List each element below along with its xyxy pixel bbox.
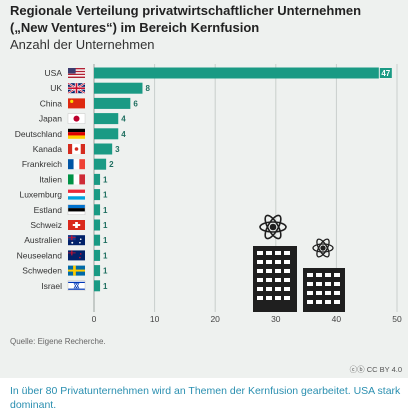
canada-flag-icon — [68, 144, 85, 154]
chart-card — [0, 0, 408, 378]
atom-icon — [259, 214, 287, 240]
gridlines — [93, 64, 398, 312]
category-label: Israel — [41, 281, 62, 291]
china-flag-icon — [68, 98, 85, 109]
chart-title: Regionale Verteilung privatwirtschaftlic… — [10, 3, 362, 35]
cc-icon: ⓒⓑ — [349, 365, 365, 374]
bar — [94, 204, 101, 216]
value-label: 1 — [103, 236, 108, 245]
x-tick-label: 20 — [210, 314, 220, 324]
value-label: 1 — [103, 267, 108, 276]
germany-flag-icon — [68, 128, 85, 139]
x-tick-label: 10 — [150, 314, 160, 324]
license-badge[interactable]: ⓒⓑ CC BY 4.0 — [350, 364, 402, 375]
bar — [94, 173, 101, 185]
bar — [94, 234, 101, 246]
estonia-flag-icon — [67, 204, 86, 216]
bar — [94, 219, 101, 231]
value-label-bg — [379, 68, 392, 78]
category-label: Neuseeland — [17, 250, 63, 260]
value-label: 4 — [121, 115, 126, 124]
bar — [94, 280, 101, 292]
category-label: Estland — [34, 205, 63, 215]
x-tick-label: 40 — [332, 314, 342, 324]
category-label: UK — [50, 83, 62, 93]
category-label: Deutschland — [15, 129, 63, 139]
bars — [94, 67, 379, 292]
value-label: 1 — [103, 282, 108, 291]
value-label: 6 — [133, 99, 138, 108]
value-label: 2 — [109, 160, 114, 169]
bar — [94, 113, 119, 125]
value-label: 1 — [103, 251, 108, 260]
bar — [94, 143, 113, 155]
category-label: Italien — [39, 174, 62, 184]
sweden-flag-icon — [68, 265, 85, 276]
uk-flag-icon — [67, 82, 86, 95]
source-note: Quelle: Eigene Recherche. — [10, 337, 106, 346]
category-label: Schweden — [22, 266, 62, 276]
category-label: Schweiz — [30, 220, 62, 230]
value-label: 8 — [145, 84, 150, 93]
bar — [94, 82, 143, 94]
category-label: USA — [45, 68, 63, 78]
x-tick-labels: 0 10 20 30 40 50 — [92, 314, 402, 324]
atom-icon — [312, 238, 334, 258]
switzerland-flag-icon — [68, 220, 85, 230]
italy-flag-icon — [68, 174, 85, 185]
value-label: 3 — [115, 145, 120, 154]
france-flag-icon — [68, 159, 85, 170]
japan-flag-icon — [67, 113, 86, 124]
value-label: 1 — [103, 191, 108, 200]
bar — [94, 189, 101, 201]
us-flag-icon — [68, 68, 85, 78]
category-labels: USA UK China Japan Deutschland Kanada Frankrei… — [15, 68, 63, 291]
chart-subtitle: Anzahl der Unternehmen — [10, 37, 155, 52]
bar — [94, 97, 131, 109]
building-left-icon — [253, 246, 297, 312]
bar — [94, 249, 101, 261]
x-tick-label: 30 — [271, 314, 281, 324]
category-label: Australien — [24, 235, 62, 245]
bar — [94, 265, 101, 277]
x-tick-label: 50 — [392, 314, 402, 324]
category-label: Kanada — [33, 144, 63, 154]
value-label: 1 — [103, 175, 108, 184]
luxembourg-flag-icon — [68, 189, 85, 200]
bar — [94, 67, 379, 79]
israel-flag-icon — [67, 280, 86, 291]
bar — [94, 158, 107, 170]
category-label: China — [40, 98, 62, 108]
bar-chart: USA UK China Japan Deutschland Kanada Frankrei… — [15, 64, 402, 324]
value-label: 47 — [381, 69, 390, 78]
australia-flag-icon — [68, 235, 85, 246]
new-zealand-flag-icon — [68, 250, 85, 261]
fusion-plant-illustration — [253, 214, 345, 312]
building-right-icon — [303, 268, 345, 312]
flags — [67, 68, 86, 291]
caption-text: In über 80 Privatunternehmen wird an The… — [10, 385, 401, 411]
bar — [94, 128, 119, 140]
value-label: 1 — [103, 206, 108, 215]
value-label: 4 — [121, 130, 126, 139]
x-tick-label: 0 — [92, 314, 97, 324]
category-label: Frankreich — [22, 159, 62, 169]
value-label: 1 — [103, 221, 108, 230]
category-label: Japan — [39, 114, 62, 124]
license-label: CC BY 4.0 — [366, 365, 402, 374]
category-label: Luxemburg — [19, 190, 62, 200]
